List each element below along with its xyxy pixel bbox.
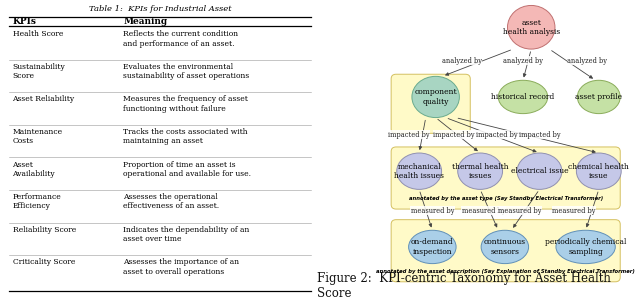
FancyBboxPatch shape xyxy=(391,147,620,209)
Text: Asset
Availability: Asset Availability xyxy=(13,161,55,178)
Text: Indicates the dependability of an
asset over time: Indicates the dependability of an asset … xyxy=(123,226,250,243)
Text: impacted by: impacted by xyxy=(433,131,475,139)
Text: asset profile: asset profile xyxy=(575,93,622,101)
Text: annotated by the asset type (Say Standby Electrical Transformer): annotated by the asset type (Say Standby… xyxy=(408,196,603,201)
Text: mechanical
health issues: mechanical health issues xyxy=(394,163,444,180)
FancyBboxPatch shape xyxy=(391,74,470,133)
Text: Figure 2:  KPI-centric Taxonomy for Asset Health
Score: Figure 2: KPI-centric Taxonomy for Asset… xyxy=(317,272,611,300)
Text: analyzed by: analyzed by xyxy=(442,57,482,65)
Text: Health Score: Health Score xyxy=(13,30,63,38)
Text: KPIs: KPIs xyxy=(13,17,36,26)
Text: Asset Reliability: Asset Reliability xyxy=(13,95,75,103)
Text: Evaluates the environmental
sustainability of asset operations: Evaluates the environmental sustainabili… xyxy=(123,63,250,80)
Ellipse shape xyxy=(397,153,442,189)
Ellipse shape xyxy=(499,80,548,114)
FancyBboxPatch shape xyxy=(391,220,620,282)
Ellipse shape xyxy=(408,230,456,264)
Text: impacted by: impacted by xyxy=(476,131,517,139)
Ellipse shape xyxy=(481,230,529,264)
Text: Criticality Score: Criticality Score xyxy=(13,258,75,266)
Ellipse shape xyxy=(577,80,620,114)
Text: Performance
Efficiency: Performance Efficiency xyxy=(13,193,61,210)
Text: Meaning: Meaning xyxy=(123,17,167,26)
Text: Reliability Score: Reliability Score xyxy=(13,226,76,234)
Text: component
quality: component quality xyxy=(414,88,457,105)
Ellipse shape xyxy=(508,5,555,49)
Text: impacted by: impacted by xyxy=(518,131,560,139)
Ellipse shape xyxy=(556,230,615,264)
Ellipse shape xyxy=(412,76,460,118)
Text: Maintenance
Costs: Maintenance Costs xyxy=(13,128,63,145)
Text: Proportion of time an asset is
operational and available for use.: Proportion of time an asset is operation… xyxy=(123,161,251,178)
Ellipse shape xyxy=(458,153,502,189)
Text: Tracks the costs associated with
maintaining an asset: Tracks the costs associated with maintai… xyxy=(123,128,248,145)
Text: chemical health
issue: chemical health issue xyxy=(568,163,629,180)
Text: impacted by: impacted by xyxy=(388,131,430,139)
Text: Assesses the importance of an
asset to overall operations: Assesses the importance of an asset to o… xyxy=(123,258,239,275)
Text: Measures the frequency of asset
functioning without failure: Measures the frequency of asset function… xyxy=(123,95,248,113)
Ellipse shape xyxy=(517,153,562,189)
Text: measured by: measured by xyxy=(552,207,596,215)
Text: Assesses the operational
effectiveness of an asset.: Assesses the operational effectiveness o… xyxy=(123,193,220,210)
Text: periodically chemical
sampling: periodically chemical sampling xyxy=(545,238,627,255)
Text: annotated by the asset description (Say Explanation of Standby Electrical Transf: annotated by the asset description (Say … xyxy=(376,268,635,274)
Text: measured by: measured by xyxy=(411,207,454,215)
Text: asset
health analysis: asset health analysis xyxy=(502,19,560,36)
Text: on-demand
inspection: on-demand inspection xyxy=(411,238,454,255)
Text: Sustainability
Score: Sustainability Score xyxy=(13,63,65,80)
Text: thermal health
issues: thermal health issues xyxy=(452,163,508,180)
Text: historical record: historical record xyxy=(492,93,555,101)
Text: measured by: measured by xyxy=(498,207,541,215)
Text: analyzed by: analyzed by xyxy=(567,57,607,65)
Text: measured by: measured by xyxy=(461,207,505,215)
Text: electrical issue: electrical issue xyxy=(511,167,568,175)
Text: Reflects the current condition
and performance of an asset.: Reflects the current condition and perfo… xyxy=(123,30,238,48)
Text: analyzed by: analyzed by xyxy=(503,57,543,65)
Ellipse shape xyxy=(577,153,621,189)
Text: Table 1:  KPIs for Industrial Asset: Table 1: KPIs for Industrial Asset xyxy=(89,5,231,12)
Text: continuous
sensors: continuous sensors xyxy=(484,238,526,255)
